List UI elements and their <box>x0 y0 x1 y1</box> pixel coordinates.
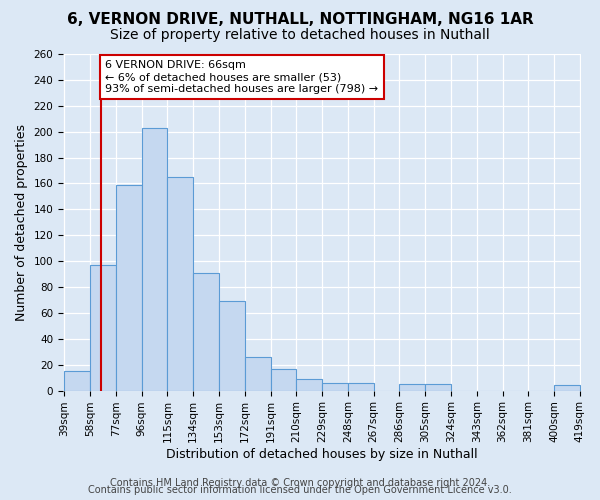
Bar <box>425 384 451 390</box>
Y-axis label: Number of detached properties: Number of detached properties <box>15 124 28 321</box>
Text: Size of property relative to detached houses in Nuthall: Size of property relative to detached ho… <box>110 28 490 42</box>
Bar <box>271 368 296 390</box>
Bar <box>296 379 322 390</box>
Bar <box>400 384 425 390</box>
X-axis label: Distribution of detached houses by size in Nuthall: Distribution of detached houses by size … <box>166 448 478 461</box>
Bar <box>322 383 348 390</box>
Text: Contains public sector information licensed under the Open Government Licence v3: Contains public sector information licen… <box>88 485 512 495</box>
Bar <box>90 265 116 390</box>
Bar <box>193 273 219 390</box>
Bar <box>245 357 271 390</box>
Text: Contains HM Land Registry data © Crown copyright and database right 2024.: Contains HM Land Registry data © Crown c… <box>110 478 490 488</box>
Bar <box>348 383 374 390</box>
Bar <box>219 302 245 390</box>
Bar <box>142 128 167 390</box>
Text: 6, VERNON DRIVE, NUTHALL, NOTTINGHAM, NG16 1AR: 6, VERNON DRIVE, NUTHALL, NOTTINGHAM, NG… <box>67 12 533 28</box>
Text: 6 VERNON DRIVE: 66sqm
← 6% of detached houses are smaller (53)
93% of semi-detac: 6 VERNON DRIVE: 66sqm ← 6% of detached h… <box>105 60 378 94</box>
Bar <box>64 371 90 390</box>
Bar <box>167 177 193 390</box>
Bar <box>116 185 142 390</box>
Bar <box>554 386 580 390</box>
